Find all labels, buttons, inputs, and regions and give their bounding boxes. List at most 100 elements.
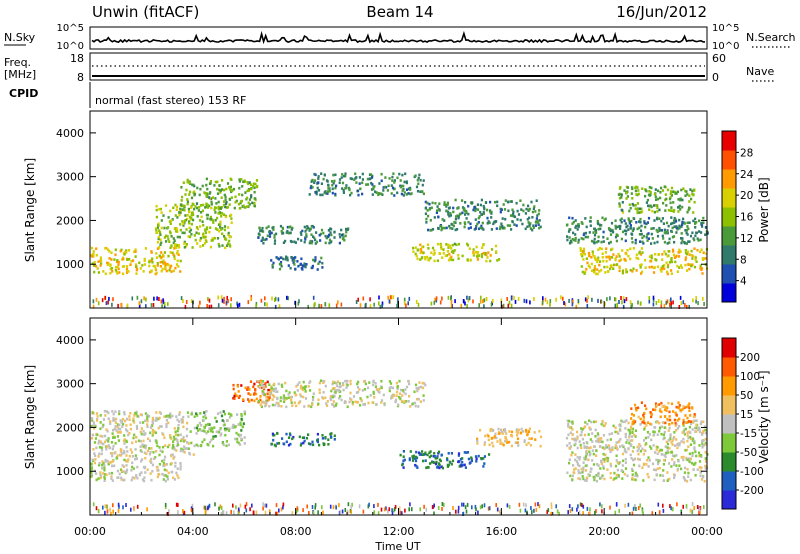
echo-cell [638, 207, 642, 211]
near-range-cell [581, 503, 583, 507]
echo-cell [642, 419, 645, 422]
echo-cell [591, 253, 594, 256]
echo-cell [99, 421, 102, 424]
echo-cell [692, 193, 695, 197]
echo-cell [284, 398, 287, 401]
echo-cell [526, 225, 529, 228]
echo-cell [665, 440, 668, 444]
echo-cell [450, 255, 453, 259]
echo-cell [448, 206, 451, 209]
echo-cell [177, 443, 180, 447]
echo-cell [681, 239, 684, 243]
echo-cell [259, 395, 262, 398]
echo-cell [681, 198, 684, 202]
echo-cell [227, 242, 230, 245]
echo-cell [123, 253, 126, 256]
echo-cell [513, 215, 517, 219]
echo-cell [173, 478, 177, 481]
echo-cell [267, 398, 271, 401]
echo-cell [482, 465, 485, 468]
echo-cell [348, 400, 351, 404]
echo-cell [149, 472, 152, 475]
near-range-cell [657, 299, 660, 303]
echo-cell [417, 397, 420, 401]
echo-cell [424, 451, 427, 455]
echo-cell [477, 221, 480, 224]
echo-cell [106, 445, 109, 448]
echo-cell [290, 401, 293, 404]
echo-cell [374, 382, 377, 385]
echo-cell [166, 235, 169, 238]
y-tick-label: 4000 [56, 127, 84, 140]
echo-cell [638, 464, 641, 468]
echo-cell [199, 187, 202, 191]
echo-cell [395, 390, 399, 394]
echo-cell [268, 391, 271, 394]
echo-cell [461, 211, 464, 215]
echo-cell [505, 438, 508, 442]
near-range-cell [508, 300, 511, 305]
echo-cell [408, 394, 411, 398]
echo-cell [240, 437, 243, 441]
echo-cell [334, 192, 337, 196]
echo-cell [483, 206, 486, 210]
echo-cell [282, 241, 285, 244]
echo-cell [183, 246, 186, 249]
echo-cell [219, 189, 222, 192]
echo-cell [661, 267, 664, 271]
near-range-cell [563, 301, 565, 305]
echo-cell [222, 200, 226, 203]
echo-cell [297, 237, 300, 241]
near-range-cell [660, 304, 663, 309]
echo-cell [260, 405, 263, 409]
echo-cell [284, 258, 287, 261]
echo-cell [656, 210, 659, 213]
echo-cell [697, 239, 700, 242]
echo-cell [377, 390, 380, 393]
echo-cell [389, 382, 393, 385]
echo-cell [615, 459, 618, 462]
echo-cell [644, 436, 647, 440]
echo-cell [451, 227, 454, 230]
echo-cell [227, 233, 230, 236]
echo-cell [528, 223, 531, 226]
echo-cell [123, 451, 126, 455]
echo-cell [183, 445, 186, 449]
echo-cell [166, 477, 169, 481]
echo-cell [436, 242, 440, 246]
near-range-cell [164, 505, 167, 509]
echo-cell [593, 237, 596, 241]
echo-cell [681, 408, 684, 411]
echo-cell [181, 231, 184, 235]
echo-cell [97, 260, 100, 263]
echo-cell [402, 450, 405, 453]
echo-cell [202, 244, 205, 247]
echo-cell [235, 394, 238, 398]
near-range-cell [629, 300, 632, 305]
echo-cell [230, 217, 233, 220]
echo-cell [669, 192, 672, 195]
echo-cell [618, 187, 621, 190]
echo-cell [605, 445, 609, 449]
echo-cell [643, 234, 646, 238]
echo-cell [583, 252, 587, 256]
echo-cell [236, 385, 239, 388]
near-range-cell [658, 510, 661, 515]
echo-cell [293, 391, 296, 394]
echo-cell [195, 443, 198, 447]
echo-cell [701, 225, 704, 228]
echo-cell [452, 224, 455, 228]
x-tick-label: 04:00 [177, 525, 209, 538]
echo-cell [654, 451, 657, 454]
echo-cell [650, 423, 653, 426]
echo-cell [192, 213, 195, 216]
echo-cell [470, 456, 473, 459]
echo-cell [457, 460, 460, 464]
near-range-cell [483, 298, 486, 303]
echo-cell [273, 382, 276, 386]
echo-cell [162, 464, 165, 468]
echo-cell [270, 385, 273, 388]
echo-cell [680, 241, 683, 245]
echo-cell [597, 258, 600, 261]
echo-cell [91, 433, 94, 437]
